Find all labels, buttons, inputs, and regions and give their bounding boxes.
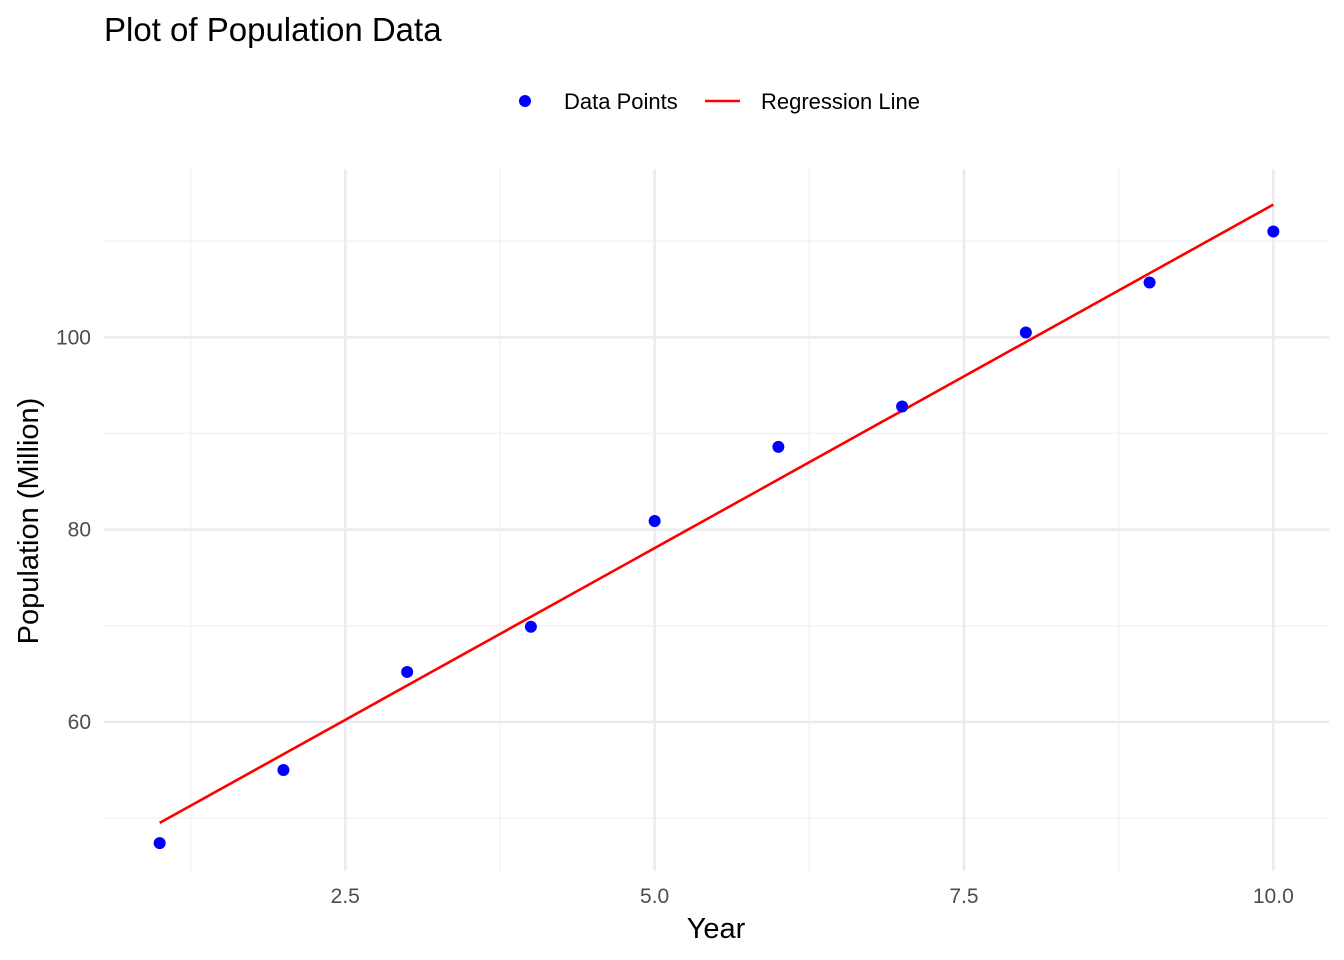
x-tick-label: 10.0 [1253, 885, 1294, 908]
y-tick-labels: 60 80 100 [56, 326, 91, 734]
data-point [1267, 225, 1280, 238]
y-tick-label: 100 [56, 326, 91, 349]
data-point [1143, 276, 1156, 289]
y-tick-label: 80 [68, 519, 91, 542]
data-point [277, 764, 290, 777]
data-point [524, 620, 537, 633]
chart-title: Plot of Population Data [104, 11, 442, 48]
y-axis-title: Population (Million) [13, 398, 45, 645]
data-point [1019, 326, 1032, 339]
x-tick-label: 7.5 [949, 885, 978, 908]
data-point [648, 514, 661, 527]
y-tick-label: 60 [68, 711, 91, 734]
x-tick-labels: 2.5 5.0 7.5 10.0 [331, 885, 1294, 908]
grid-major [104, 169, 1329, 871]
data-point [153, 837, 166, 850]
regression-line [159, 203, 1274, 825]
plot-panel [104, 169, 1329, 871]
data-point [401, 665, 414, 678]
x-axis-title: Year [687, 913, 746, 945]
legend-label-regression-line: Regression Line [761, 89, 920, 114]
grid-minor [104, 169, 1329, 871]
x-tick-label: 5.0 [640, 885, 669, 908]
data-point [896, 400, 909, 413]
legend: Data Points Regression Line [519, 89, 920, 114]
data-point [772, 440, 785, 453]
series-layer [153, 203, 1280, 850]
legend-marker-data-points [519, 95, 531, 107]
x-tick-label: 2.5 [331, 885, 360, 908]
legend-label-data-points: Data Points [564, 89, 678, 114]
